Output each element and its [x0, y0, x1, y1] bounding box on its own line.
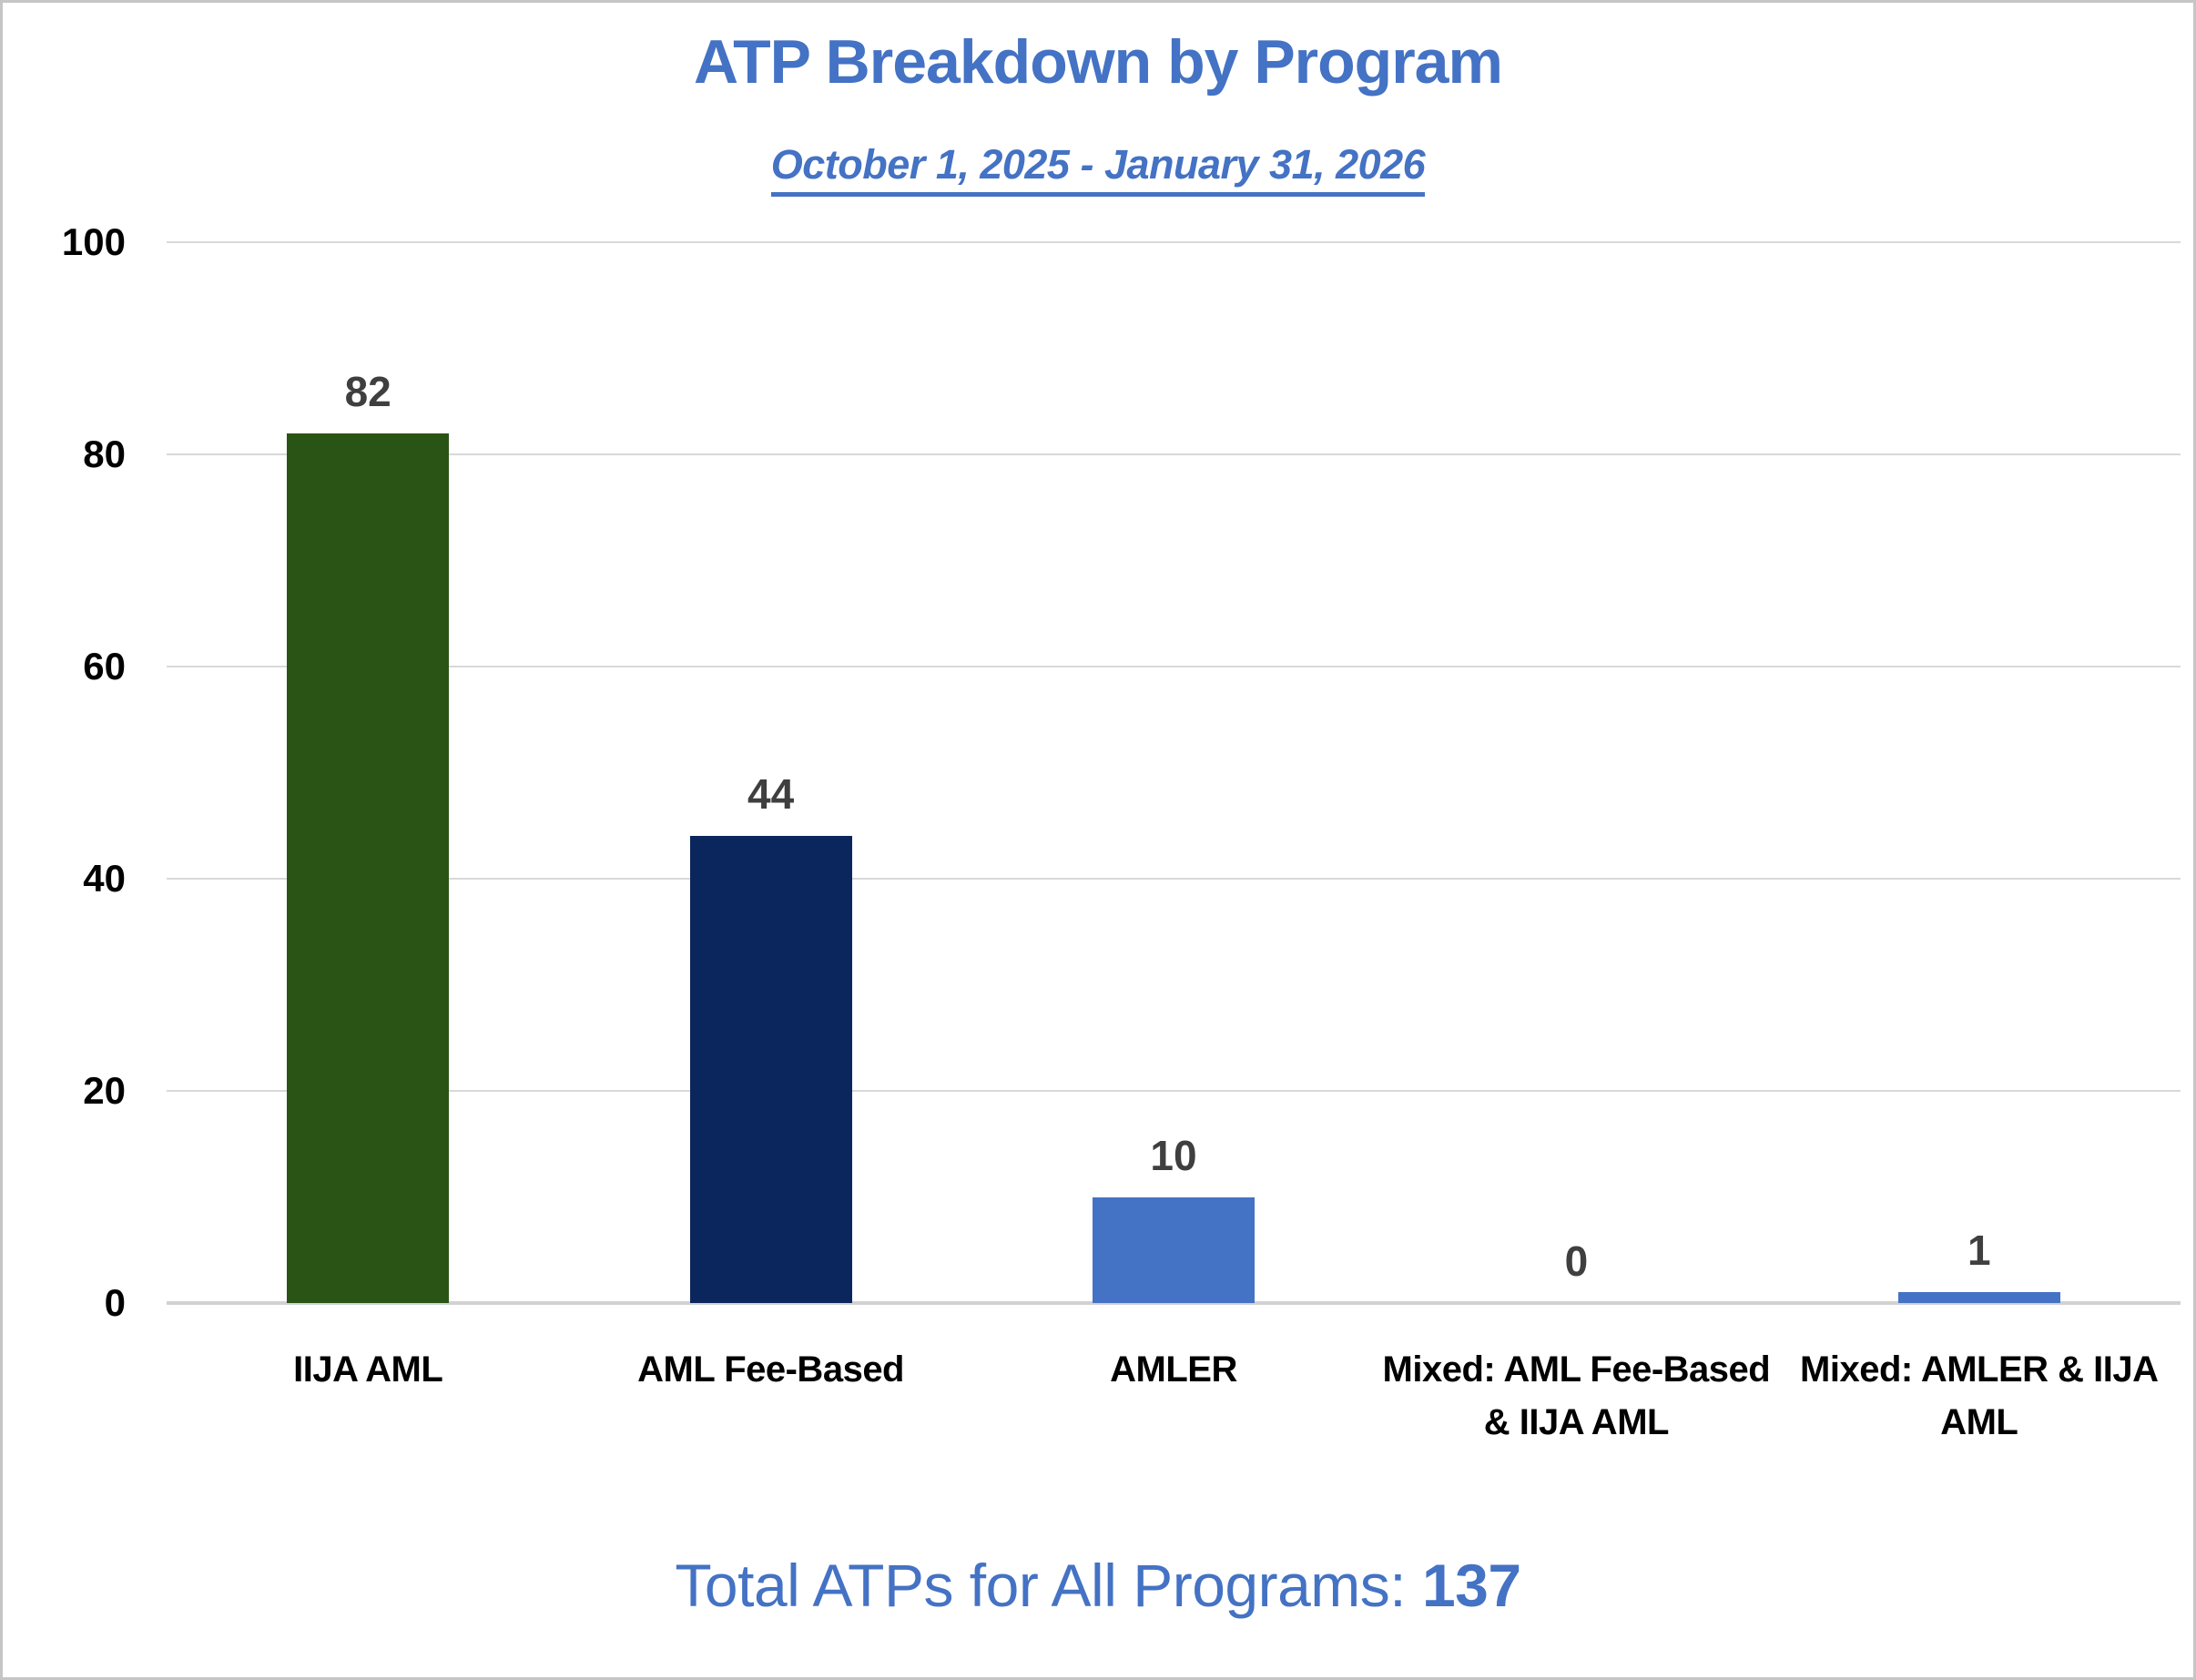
- gridline: [167, 1090, 2181, 1092]
- chart-subtitle: October 1, 2025 - January 31, 2026: [770, 141, 1426, 197]
- bar-value-label: 0: [1564, 1237, 1589, 1285]
- y-axis-tick-label: 80: [83, 433, 126, 475]
- bar-value-label: 1: [1967, 1227, 1991, 1275]
- bar-value-label: 10: [1150, 1131, 1197, 1179]
- category-label: Mixed: AMLER & IIJA AML: [1800, 1349, 2159, 1442]
- chart-subtitle-wrap: October 1, 2025 - January 31, 2026: [3, 141, 2193, 197]
- category-label: AMLER: [1110, 1349, 1237, 1390]
- total-line: Total ATPs for All Programs: 137: [3, 1551, 2193, 1620]
- category-label: IIJA AML: [293, 1349, 443, 1390]
- x-axis-line: [167, 1301, 2181, 1305]
- bar-value-label: 44: [747, 770, 795, 819]
- y-axis-tick-label: 100: [61, 220, 126, 263]
- y-axis-tick-label: 60: [83, 645, 126, 687]
- bar: [1897, 1292, 2060, 1303]
- bar: [689, 836, 852, 1303]
- y-axis-tick-label: 20: [83, 1069, 126, 1112]
- bar: [287, 433, 450, 1303]
- gridline: [167, 878, 2181, 880]
- bar: [1093, 1196, 1255, 1303]
- y-axis-tick-label: 40: [83, 857, 126, 900]
- bar-value-label: 82: [344, 367, 391, 415]
- category-label: Mixed: AML Fee-Based & IIJA AML: [1382, 1349, 1771, 1442]
- category-label: AML Fee-Based: [637, 1349, 904, 1390]
- chart-title: ATP Breakdown by Program: [694, 27, 1503, 97]
- total-label: Total ATPs for All Programs:: [675, 1552, 1422, 1619]
- total-value: 137: [1421, 1552, 1521, 1619]
- gridline: [167, 241, 2181, 243]
- gridline: [167, 666, 2181, 667]
- gridline: [167, 453, 2181, 455]
- y-axis-tick-label: 0: [104, 1281, 126, 1324]
